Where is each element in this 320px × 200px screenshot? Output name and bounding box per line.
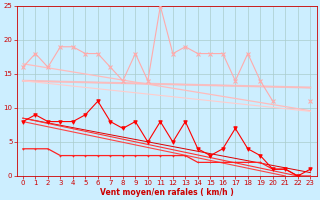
X-axis label: Vent moyen/en rafales ( km/h ): Vent moyen/en rafales ( km/h ) [100,188,234,197]
